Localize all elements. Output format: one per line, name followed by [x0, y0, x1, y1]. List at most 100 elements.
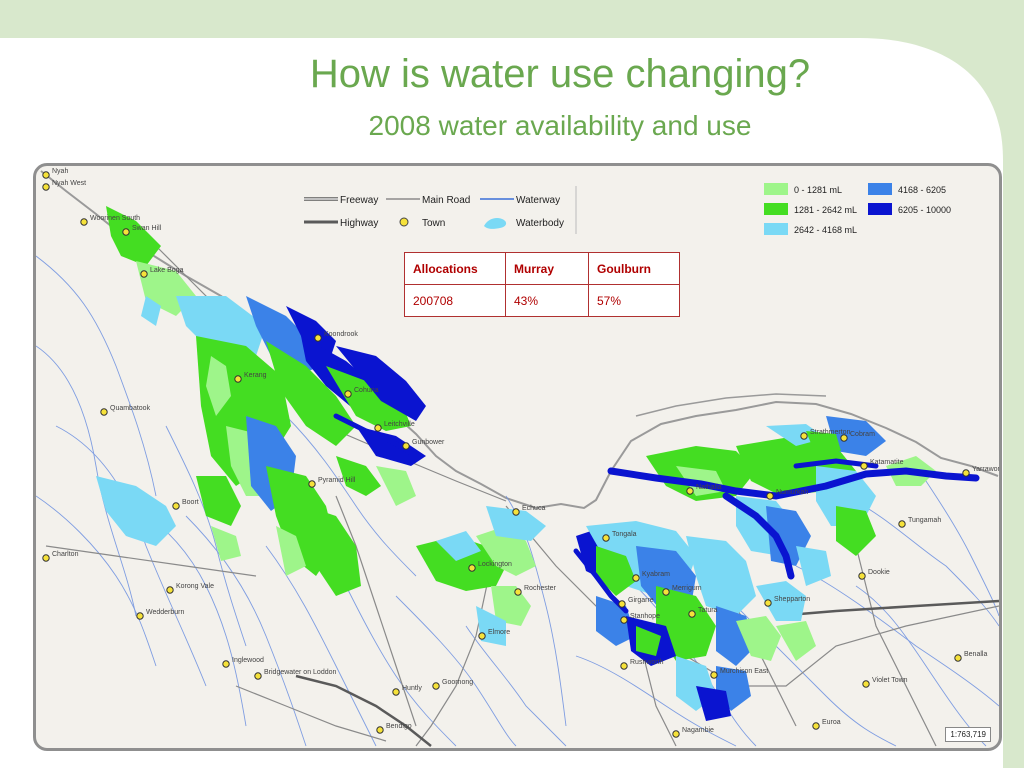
goulburn-header: Goulburn: [588, 252, 680, 285]
volume-legend-swatch-2: [764, 203, 788, 215]
volume-legend-swatch-4: [868, 183, 892, 195]
town-marker-icon[interactable]: [618, 600, 626, 608]
town-label: Swan Hill: [132, 225, 162, 232]
volume-legend-swatch-3: [764, 223, 788, 235]
town-marker-icon[interactable]: [234, 375, 242, 383]
highway-main: [775, 599, 999, 618]
town-marker-icon[interactable]: [308, 480, 316, 488]
town-marker-icon[interactable]: [80, 218, 88, 226]
town-marker-icon[interactable]: [840, 434, 848, 442]
town-label: Kerang: [244, 372, 267, 379]
town-label: Stanhope: [630, 613, 660, 620]
town-marker-icon[interactable]: [402, 442, 410, 450]
town-marker-icon[interactable]: [662, 588, 670, 596]
town-marker-icon[interactable]: [672, 730, 680, 738]
town-marker-icon[interactable]: [42, 554, 50, 562]
town-marker-icon[interactable]: [136, 612, 144, 620]
town-marker-icon[interactable]: [100, 408, 108, 416]
town-label: Cobram: [850, 431, 875, 438]
slide-subtitle: 2008 water availability and use: [368, 110, 752, 141]
town-label: Huntly: [402, 685, 422, 692]
allocations-table-header: Allocations Murray Goulburn: [404, 252, 680, 285]
town-marker-icon[interactable]: [688, 610, 696, 618]
town-marker-icon[interactable]: [172, 502, 180, 510]
allocation-year-cell: 200708: [404, 284, 506, 317]
goulburn-allocation-cell: 57%: [588, 284, 680, 317]
town-label: Murchison East: [720, 668, 768, 675]
slide-title: How is water use changing?: [309, 52, 811, 96]
town-label: Nagambie: [682, 727, 714, 734]
town-marker-icon[interactable]: [954, 654, 962, 662]
town-marker-icon[interactable]: [602, 534, 610, 542]
town-marker-icon[interactable]: [686, 487, 694, 495]
irrigation-zones-goulburn: [586, 521, 816, 721]
town-marker-icon[interactable]: [962, 469, 970, 477]
town-marker-icon[interactable]: [898, 520, 906, 528]
town-marker-icon[interactable]: [620, 662, 628, 670]
town-label: Cohuna: [354, 387, 379, 394]
town-marker-icon[interactable]: [478, 632, 486, 640]
town-label: Numurkah: [776, 489, 808, 496]
town-markers: Nyah Nyah West Woorinen South Swan Hill Lake…: [42, 168, 999, 738]
town-label: Leitchville: [384, 421, 415, 428]
town-marker-icon[interactable]: [860, 462, 868, 470]
town-marker-icon[interactable]: [166, 586, 174, 594]
town-marker-icon[interactable]: [800, 432, 808, 440]
town-marker-icon[interactable]: [222, 660, 230, 668]
town-label: Kyabram: [642, 571, 670, 578]
town-label: Goornong: [442, 679, 473, 686]
town-marker-icon[interactable]: [812, 722, 820, 730]
town-marker-icon[interactable]: [514, 588, 522, 596]
town-label: Tongala: [612, 531, 637, 538]
town-marker-icon[interactable]: [468, 564, 476, 572]
town-label: Pyramid Hill: [318, 477, 356, 484]
murray-allocation-cell: 43%: [505, 284, 589, 317]
volume-legend-label-5: 6205 - 10000: [898, 205, 951, 215]
town-label: Lockington: [478, 561, 512, 568]
town-marker-icon[interactable]: [140, 270, 148, 278]
town-label: Katamatite: [870, 459, 904, 466]
town-marker-icon[interactable]: [858, 572, 866, 580]
freeway-legend-label: Freeway: [340, 195, 378, 206]
town-marker-icon[interactable]: [862, 680, 870, 688]
town-marker-icon[interactable]: [710, 671, 718, 679]
town-marker-icon[interactable]: [392, 688, 400, 696]
highway-legend-label: Highway: [340, 218, 378, 229]
waterway-legend-label: Waterway: [516, 195, 560, 206]
volume-legend: 0 - 1281 mL 1281 - 2642 mL 2642 - 4168 mL 4…: [764, 183, 951, 235]
town-label: Rushworth: [630, 659, 664, 666]
town-label: Merrigum: [672, 585, 702, 592]
town-marker-icon[interactable]: [122, 228, 130, 236]
town-legend-label: Town: [422, 218, 445, 229]
town-label: Girgarre: [628, 597, 654, 604]
town-marker-icon[interactable]: [512, 508, 520, 516]
town-label: Nathalia: [696, 484, 722, 491]
waterbody-legend-icon: [484, 218, 507, 229]
allocations-table: Allocations Murray Goulburn 200708 43% 5…: [404, 252, 680, 317]
town-marker-icon[interactable]: [764, 599, 772, 607]
town-marker-icon[interactable]: [314, 334, 322, 342]
town-label: Woorinen South: [90, 215, 140, 222]
town-marker-icon[interactable]: [344, 390, 352, 398]
town-label: Quambatook: [110, 405, 151, 412]
town-marker-icon[interactable]: [376, 726, 384, 734]
map-panel[interactable]: Freeway Main Road Waterway Highway Town …: [33, 163, 1002, 751]
murray-river-north-bank: [635, 393, 827, 417]
town-label: Lake Boga: [150, 267, 184, 274]
town-marker-icon[interactable]: [374, 424, 382, 432]
town-marker-icon[interactable]: [42, 183, 50, 191]
town-marker-icon[interactable]: [42, 171, 50, 179]
town-marker-icon[interactable]: [632, 574, 640, 582]
town-label: Inglewood: [232, 657, 264, 664]
map-canvas[interactable]: Freeway Main Road Waterway Highway Town …: [36, 166, 999, 748]
town-marker-icon[interactable]: [766, 492, 774, 500]
town-marker-icon[interactable]: [620, 616, 628, 624]
town-marker-icon[interactable]: [254, 672, 262, 680]
town-marker-icon[interactable]: [432, 682, 440, 690]
volume-legend-label-3: 2642 - 4168 mL: [794, 225, 857, 235]
town-label: Korong Vale: [176, 583, 214, 590]
highway-bendigo: [295, 674, 432, 747]
town-label: Violet Town: [872, 677, 908, 684]
volume-legend-swatch-1: [764, 183, 788, 195]
town-label: Wedderburn: [146, 609, 185, 616]
